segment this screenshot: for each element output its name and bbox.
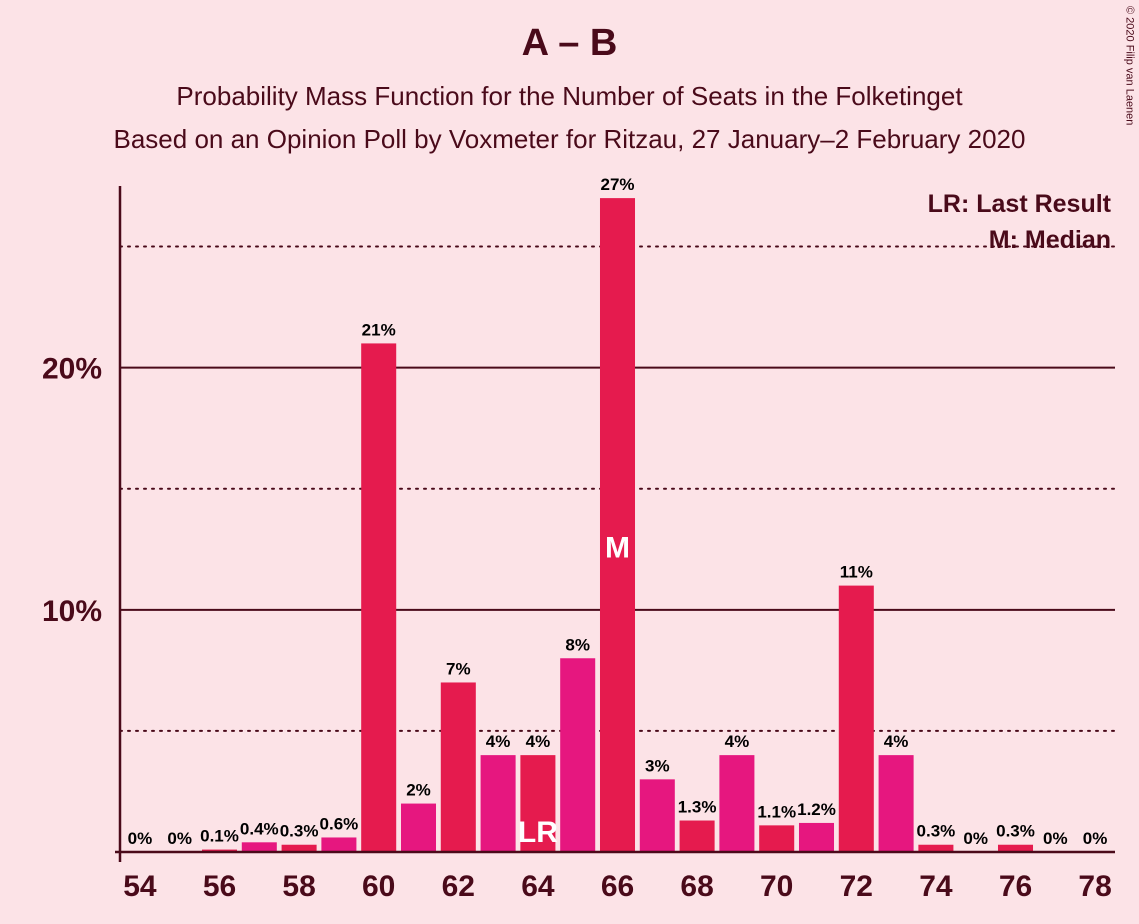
bar-value-label: 0.1% <box>200 827 239 846</box>
bar <box>719 755 754 852</box>
bar-value-label: 0% <box>167 829 192 848</box>
bar-value-label: 0% <box>963 829 988 848</box>
bar <box>759 825 794 852</box>
bar-value-label: 0.3% <box>280 822 319 841</box>
bar <box>361 343 396 852</box>
bar <box>401 804 436 852</box>
bar-value-label: 0.3% <box>917 822 956 841</box>
x-axis-tick: 54 <box>123 870 157 903</box>
x-axis-tick: 70 <box>760 870 793 903</box>
bar-value-label: 4% <box>486 732 511 751</box>
bar <box>640 779 675 852</box>
bar-value-label: 1.3% <box>678 798 717 817</box>
bar <box>600 198 635 852</box>
bar <box>560 658 595 852</box>
x-axis-tick: 64 <box>521 870 555 903</box>
bar-value-label: 8% <box>565 635 590 654</box>
x-axis-tick: 60 <box>362 870 395 903</box>
bar-value-label: 0% <box>1043 829 1068 848</box>
bar-value-label: 27% <box>600 175 634 194</box>
bar-value-label: 2% <box>406 781 431 800</box>
bar-value-label: 7% <box>446 659 471 678</box>
bar <box>839 586 874 852</box>
bar <box>680 821 715 852</box>
bar <box>481 755 516 852</box>
bar-value-label: 1.2% <box>797 800 836 819</box>
bar-inner-label: M <box>605 532 630 565</box>
bar <box>321 837 356 852</box>
bar <box>242 842 277 852</box>
bar-value-label: 11% <box>840 563 873 582</box>
x-axis-tick: 58 <box>282 870 315 903</box>
y-axis-tick: 20% <box>42 353 102 386</box>
bar-value-label: 0.6% <box>320 814 359 833</box>
bar-value-label: 0.4% <box>240 819 279 838</box>
y-axis-tick: 10% <box>42 595 102 628</box>
bar-value-label: 1.1% <box>757 802 796 821</box>
bar-value-label: 4% <box>526 732 551 751</box>
x-axis-tick: 72 <box>840 870 873 903</box>
bar <box>879 755 914 852</box>
bar-value-label: 3% <box>645 756 670 775</box>
bar-value-label: 21% <box>362 320 396 339</box>
bar-value-label: 4% <box>884 732 909 751</box>
pmf-bar-chart: 0%0%0.1%0.4%0.3%0.6%21%2%7%4%4%LR8%27%M3… <box>0 0 1139 924</box>
bar <box>799 823 834 852</box>
x-axis-tick: 76 <box>999 870 1032 903</box>
bar <box>441 682 476 852</box>
bar-value-label: 4% <box>725 732 750 751</box>
x-axis-tick: 62 <box>442 870 475 903</box>
x-axis-tick: 68 <box>680 870 713 903</box>
x-axis-tick: 66 <box>601 870 634 903</box>
bar-value-label: 0% <box>128 829 153 848</box>
x-axis-tick: 78 <box>1078 870 1111 903</box>
x-axis-tick: 56 <box>203 870 236 903</box>
x-axis-tick: 74 <box>919 870 953 903</box>
bar-value-label: 0.3% <box>996 822 1035 841</box>
bar-value-label: 0% <box>1083 829 1108 848</box>
bar-inner-label: LR <box>518 816 558 849</box>
